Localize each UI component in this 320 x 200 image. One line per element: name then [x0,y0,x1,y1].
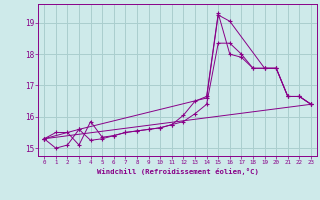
X-axis label: Windchill (Refroidissement éolien,°C): Windchill (Refroidissement éolien,°C) [97,168,259,175]
